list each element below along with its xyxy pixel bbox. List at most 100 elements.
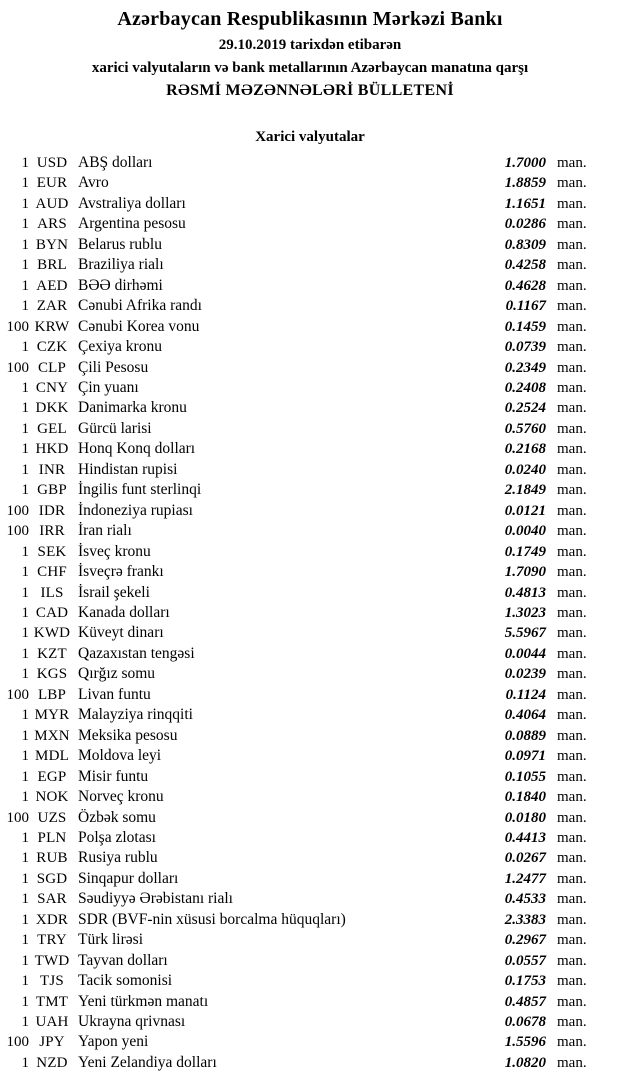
rate-value: 0.0739 xyxy=(504,339,546,356)
rate-value: 0.1124 xyxy=(505,686,546,703)
rate-quantity: 1 xyxy=(21,952,30,969)
currency-code: BYN xyxy=(35,236,69,253)
currency-rate-row: 1 TWD Tayvan dolları 0.0557 man. xyxy=(0,951,620,971)
currency-name: Braziliya rialı xyxy=(78,256,164,274)
unit-label: man. xyxy=(557,195,587,212)
currency-rate-row: 1 MXN Meksika pesosu 0.0889 man. xyxy=(0,726,620,746)
rate-quantity: 1 xyxy=(21,645,30,662)
currency-rate-row: 1 TJS Tacik somonisi 0.1753 man. xyxy=(0,971,620,991)
unit-label: man. xyxy=(557,155,587,171)
unit-label: man. xyxy=(557,973,587,990)
rate-value: 0.0889 xyxy=(504,727,546,744)
rate-value: 0.0971 xyxy=(504,748,546,765)
rate-quantity: 1 xyxy=(21,277,30,294)
currency-rate-row: 1 ILS İsrail şekeli 0.4813 man. xyxy=(0,583,620,603)
unit-label: man. xyxy=(557,829,587,846)
currency-name: Honq Konq dolları xyxy=(78,440,196,458)
rate-value: 2.1849 xyxy=(504,482,546,499)
unit-label: man. xyxy=(557,932,587,949)
currency-code: PLN xyxy=(37,829,67,846)
unit-label: man. xyxy=(557,379,587,396)
rate-value: 0.1167 xyxy=(505,298,546,315)
currency-name: İsveçrə frankı xyxy=(78,563,164,581)
currency-name: Küveyt dinarı xyxy=(78,624,164,642)
unit-label: man. xyxy=(557,645,587,662)
currency-name: Cənubi Afrika randı xyxy=(78,297,202,315)
rate-quantity: 100 xyxy=(6,359,30,376)
rate-quantity: 1 xyxy=(21,707,30,724)
currency-name: Yapon yeni xyxy=(78,1033,149,1051)
rate-value: 0.4258 xyxy=(504,257,546,274)
rate-quantity: 1 xyxy=(21,155,30,171)
unit-label: man. xyxy=(557,870,587,887)
unit-label: man. xyxy=(557,993,587,1010)
currency-code: TMT xyxy=(35,993,69,1010)
currency-name: Yeni türkmən manatı xyxy=(78,992,209,1010)
currency-rate-row: 1 GBP İngilis funt sterlinqi 2.1849 man. xyxy=(0,480,620,500)
rate-value: 0.2524 xyxy=(504,400,546,417)
currency-rate-row: 100 LBP Livan funtu 0.1124 man. xyxy=(0,685,620,705)
currency-name: İndoneziya rupiası xyxy=(78,501,193,519)
unit-label: man. xyxy=(557,216,587,233)
currency-code: MYR xyxy=(34,707,70,724)
rate-quantity: 100 xyxy=(6,1034,30,1051)
currency-code: MXN xyxy=(34,727,70,744)
unit-label: man. xyxy=(557,952,587,969)
unit-label: man. xyxy=(557,298,587,315)
unit-label: man. xyxy=(557,911,587,928)
currency-name: Sinqapur dolları xyxy=(78,869,179,887)
rate-value: 0.4857 xyxy=(504,993,546,1010)
rate-quantity: 1 xyxy=(21,748,30,765)
currency-code: CLP xyxy=(37,359,67,376)
unit-label: man. xyxy=(557,461,587,478)
currency-code: AED xyxy=(36,277,68,294)
currency-code: INR xyxy=(38,461,66,478)
currency-rate-row: 1 BRL Braziliya rialı 0.4258 man. xyxy=(0,255,620,275)
rate-value: 0.4813 xyxy=(504,584,546,601)
currency-code: TWD xyxy=(34,952,70,969)
effective-date-line: 29.10.2019 tarixdən etibarən xyxy=(218,37,402,53)
currency-name: İsrail şekeli xyxy=(78,583,150,601)
currency-code: NOK xyxy=(35,789,69,806)
currency-rate-row: 1 KWD Küveyt dinarı 5.5967 man. xyxy=(0,623,620,643)
currency-code: JPY xyxy=(39,1034,65,1051)
currency-name: Cənubi Korea vonu xyxy=(78,317,200,335)
currency-rate-table: 1 USD ABŞ dolları 1.7000 man. 1 EUR Avro… xyxy=(0,153,620,1073)
rate-value: 0.0121 xyxy=(504,502,546,519)
rate-quantity: 1 xyxy=(21,604,30,621)
currency-rate-row: 1 CNY Çin yuanı 0.2408 man. xyxy=(0,378,620,398)
currency-rate-row: 1 TRY Türk lirəsi 0.2967 man. xyxy=(0,930,620,950)
currency-code: EUR xyxy=(36,175,68,192)
rate-quantity: 1 xyxy=(21,441,30,458)
currency-code: EGP xyxy=(37,768,67,785)
rate-value: 0.0040 xyxy=(504,523,546,540)
rate-quantity: 1 xyxy=(21,829,30,846)
rate-value: 0.1055 xyxy=(504,768,546,785)
rate-value: 1.2477 xyxy=(504,870,546,887)
rate-value: 0.0044 xyxy=(504,645,546,662)
currency-name: Çexiya kronu xyxy=(78,338,162,356)
currency-rate-row: 1 GEL Gürcü larisi 0.5760 man. xyxy=(0,419,620,439)
rate-quantity: 1 xyxy=(21,216,30,233)
currency-name: Ukrayna qrivnası xyxy=(78,1013,186,1031)
currency-code: CAD xyxy=(35,604,69,621)
rate-value: 1.7000 xyxy=(504,155,546,171)
currency-code: SGD xyxy=(36,870,68,887)
rate-value: 0.2967 xyxy=(504,932,546,949)
currency-code: KGS xyxy=(36,666,68,683)
rate-quantity: 1 xyxy=(21,564,30,581)
currency-name: Misir funtu xyxy=(78,767,149,785)
currency-name: Meksika pesosu xyxy=(78,726,178,744)
currency-rate-row: 1 ZAR Cənubi Afrika randı 0.1167 man. xyxy=(0,296,620,316)
currency-name: Tayvan dolları xyxy=(78,951,168,969)
currency-name: Argentina pesosu xyxy=(78,215,186,233)
currency-code: SEK xyxy=(37,543,67,560)
rate-quantity: 1 xyxy=(21,584,30,601)
currency-name: SDR (BVF-nin xüsusi borcalma hüquqları) xyxy=(78,910,346,928)
unit-label: man. xyxy=(557,768,587,785)
currency-rate-row: 1 CHF İsveçrə frankı 1.7090 man. xyxy=(0,562,620,582)
rate-quantity: 1 xyxy=(21,850,30,867)
currency-code: CNY xyxy=(35,379,69,396)
currency-rate-row: 1 KZT Qazaxıstan tengəsi 0.0044 man. xyxy=(0,644,620,664)
currency-code: XDR xyxy=(35,911,69,928)
